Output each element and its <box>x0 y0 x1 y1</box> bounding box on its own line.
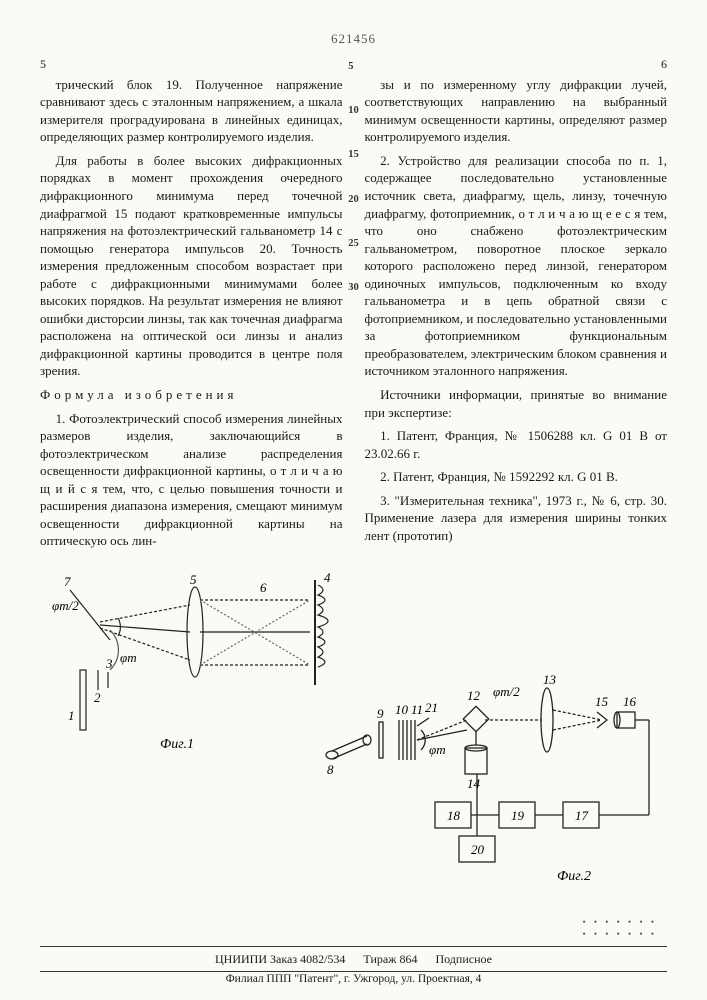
footer-order: ЦНИИПИ Заказ 4082/534 <box>215 952 345 966</box>
sources-heading: Источники информации, принятые во вниман… <box>365 386 668 421</box>
ln-10: 10 <box>348 104 359 118</box>
rc-s1: 1. Патент, Франция, № 1506288 кл. G 01 B… <box>365 427 668 462</box>
f2-l10: 10 <box>395 702 409 717</box>
f2-l18: 18 <box>447 808 461 823</box>
f2-l20: 20 <box>471 842 485 857</box>
f2-l12: 12 <box>467 688 481 703</box>
figure-2: 8 9 10 11 21 12 φm/2 φm 13 14 15 16 17 1… <box>317 640 677 890</box>
lc-p2: Для работы в более высоких дифракционных… <box>40 152 343 380</box>
f1-l3: 3 <box>105 656 113 671</box>
f1-l4: 4 <box>324 570 331 585</box>
f2-l13: 13 <box>543 672 557 687</box>
page-num-left: 5 <box>40 56 46 72</box>
f2-ang-bot: φm <box>429 742 446 757</box>
footer-sub: Подписное <box>435 952 492 966</box>
imprint-address: Филиал ППП "Патент", г. Ужгород, ул. Про… <box>40 972 667 988</box>
patent-number: 621456 <box>40 30 667 48</box>
fig1-caption: Фиг.1 <box>160 737 194 752</box>
f2-l21: 21 <box>425 700 438 715</box>
formula-heading: Формула изобретения <box>40 386 343 404</box>
rc-p2: 2. Устройство для реализации способа по … <box>365 152 668 380</box>
f1-ang-top: φm/2 <box>52 598 79 613</box>
f2-l17: 17 <box>575 808 589 823</box>
perforation-dots: • • • • • • •• • • • • • • <box>582 916 657 940</box>
page-num-right: 6 <box>661 56 667 72</box>
imprint-footer: ЦНИИПИ Заказ 4082/534 Тираж 864 Подписно… <box>40 946 667 972</box>
lc-p3: 1. Фотоэлектрический способ измерения ли… <box>40 410 343 550</box>
figure-1: 7 φm/2 5 6 4 1 2 3 φm Фиг.1 <box>40 570 360 760</box>
f1-l6: 6 <box>260 580 267 595</box>
f2-ang-top: φm/2 <box>493 684 520 699</box>
left-column: 5 трический блок 19. Полученное напряжен… <box>40 56 343 556</box>
ln-5: 5 <box>348 60 359 74</box>
right-column: 6 зы и по измеренному углу дифракции луч… <box>365 56 668 556</box>
page: 621456 5 трический блок 19. Полученное н… <box>0 0 707 1000</box>
rc-s3: 3. "Измерительная техника", 1973 г., № 6… <box>365 492 668 545</box>
f1-l1: 1 <box>68 708 75 723</box>
line-number-gutter: 5 10 15 20 25 30 <box>348 60 359 295</box>
f2-l11: 11 <box>411 702 423 717</box>
footer-tirazh: Тираж 864 <box>363 952 417 966</box>
f1-l5: 5 <box>190 572 197 587</box>
ln-25: 25 <box>348 237 359 251</box>
rc-p1: зы и по измеренному углу дифракции лучей… <box>365 76 668 146</box>
ln-15: 15 <box>348 148 359 162</box>
f2-l9: 9 <box>377 706 384 721</box>
lc-p1: трический блок 19. Полученное напряжение… <box>40 76 343 146</box>
f1-l2: 2 <box>94 690 101 705</box>
f2-l15: 15 <box>595 694 609 709</box>
ln-30: 30 <box>348 281 359 295</box>
f2-l19: 19 <box>511 808 525 823</box>
f2-l16: 16 <box>623 694 637 709</box>
f1-l7: 7 <box>64 574 71 589</box>
f2-l14: 14 <box>467 776 481 791</box>
rc-s2: 2. Патент, Франция, № 1592292 кл. G 01 B… <box>365 468 668 486</box>
figures-region: 7 φm/2 5 6 4 1 2 3 φm Фиг.1 <box>40 570 667 890</box>
f2-l8: 8 <box>327 762 334 777</box>
ln-20: 20 <box>348 193 359 207</box>
f1-ang-bot: φm <box>120 650 137 665</box>
fig2-caption: Фиг.2 <box>557 869 591 884</box>
